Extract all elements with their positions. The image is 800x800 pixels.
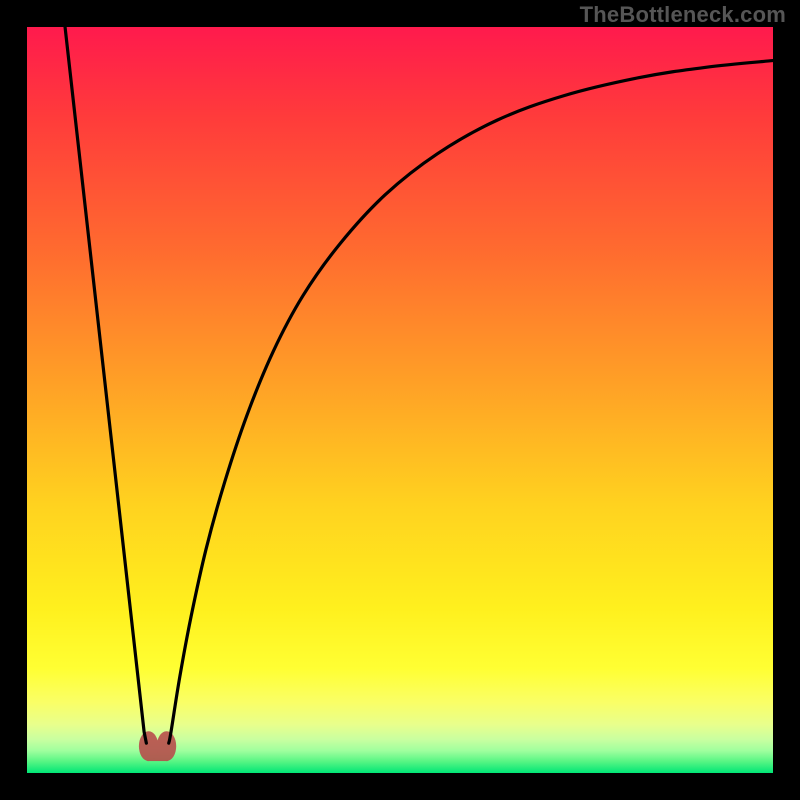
chart-svg [27,27,773,773]
plot-area [27,27,773,773]
watermark-text: TheBottleneck.com [580,2,786,28]
chart-frame: TheBottleneck.com [0,0,800,800]
gradient-background [27,27,773,773]
